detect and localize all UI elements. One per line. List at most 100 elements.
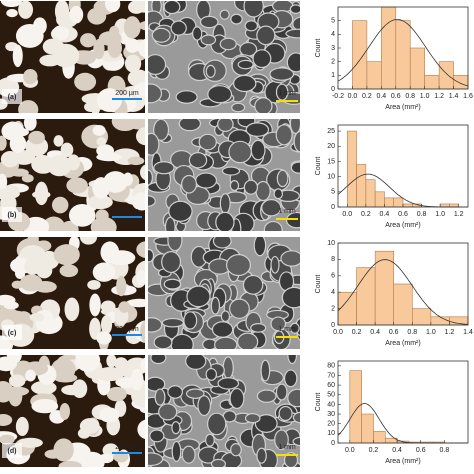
y-tick-label: 8 bbox=[331, 256, 335, 263]
cell bbox=[87, 7, 107, 25]
x-tick-label: 0.2 bbox=[361, 211, 371, 218]
pore bbox=[170, 333, 194, 349]
cell bbox=[52, 43, 80, 68]
bar bbox=[393, 283, 413, 326]
pore bbox=[278, 405, 293, 422]
bar bbox=[411, 308, 432, 326]
pore bbox=[285, 211, 300, 229]
cell bbox=[138, 38, 145, 58]
pore bbox=[283, 369, 298, 388]
cell bbox=[53, 135, 64, 147]
pore bbox=[275, 124, 293, 146]
pore bbox=[232, 74, 257, 93]
pore bbox=[215, 211, 235, 231]
micrograph: 200 µm (a) bbox=[0, 1, 145, 113]
x-tick-label: 0.0 bbox=[348, 93, 358, 100]
pore bbox=[293, 130, 300, 153]
y-tick-label: 3 bbox=[331, 45, 335, 52]
x-tick-label: 0.8 bbox=[407, 329, 417, 336]
pore bbox=[171, 421, 181, 435]
pore bbox=[219, 37, 237, 51]
pore bbox=[148, 132, 160, 156]
pore bbox=[253, 237, 267, 257]
pore bbox=[231, 102, 246, 113]
cell bbox=[135, 127, 145, 146]
x-tick-label: 0.4 bbox=[370, 329, 380, 336]
cell bbox=[29, 312, 45, 322]
pore bbox=[153, 161, 175, 175]
cell bbox=[123, 16, 141, 39]
cell bbox=[68, 204, 96, 227]
pore bbox=[283, 452, 299, 467]
cell bbox=[18, 1, 34, 19]
micrograph: 200 µm (b) bbox=[0, 119, 145, 231]
label-bg bbox=[2, 443, 22, 458]
pore bbox=[250, 323, 267, 333]
cell bbox=[30, 380, 57, 395]
pore bbox=[228, 140, 252, 164]
pore bbox=[200, 34, 217, 46]
y-tick-label: 4 bbox=[331, 289, 335, 296]
y-tick-label: 1 bbox=[331, 72, 335, 79]
cell bbox=[15, 23, 44, 48]
cell bbox=[92, 177, 110, 199]
cell bbox=[58, 460, 82, 467]
pore bbox=[199, 15, 219, 29]
cell bbox=[66, 177, 88, 194]
x-tick-label: 0.6 bbox=[416, 447, 426, 454]
cell bbox=[124, 54, 142, 73]
y-tick-label: 0 bbox=[331, 204, 335, 211]
pore bbox=[273, 188, 284, 200]
y-tick-label: 5 bbox=[331, 18, 335, 25]
cell bbox=[106, 355, 117, 368]
pore bbox=[243, 1, 264, 18]
y-tick-label: 2 bbox=[331, 59, 335, 66]
cell bbox=[140, 357, 145, 373]
cell bbox=[98, 407, 120, 423]
y-tick-label: 0 bbox=[331, 440, 335, 447]
label-bg bbox=[2, 325, 22, 340]
x-tick-label: 0.0 bbox=[333, 329, 343, 336]
pore bbox=[219, 193, 231, 214]
cell bbox=[60, 142, 74, 158]
cell bbox=[84, 101, 98, 112]
pore bbox=[148, 54, 167, 76]
pore bbox=[225, 254, 251, 277]
cell bbox=[127, 156, 145, 166]
cell bbox=[31, 398, 59, 414]
cell bbox=[24, 258, 41, 275]
pore bbox=[269, 67, 295, 81]
scale-label: 1 mm bbox=[278, 444, 296, 451]
pore bbox=[188, 152, 208, 169]
scale-label: 1 mm bbox=[278, 90, 296, 97]
pore bbox=[161, 317, 184, 328]
cell bbox=[69, 5, 84, 24]
cell bbox=[87, 195, 113, 210]
y-axis-label: Count bbox=[315, 275, 322, 294]
x-axis-label: Area (mm²) bbox=[385, 458, 420, 465]
pore bbox=[270, 316, 287, 332]
bar bbox=[393, 197, 404, 208]
cell bbox=[96, 366, 124, 382]
pore bbox=[211, 321, 234, 338]
pore bbox=[270, 255, 280, 274]
cell bbox=[96, 137, 107, 146]
y-tick-label: 4 bbox=[331, 31, 335, 38]
cell bbox=[59, 264, 79, 278]
x-tick-label: -0.2 bbox=[332, 93, 344, 100]
cell bbox=[53, 244, 80, 266]
pore bbox=[148, 83, 163, 104]
cell bbox=[28, 130, 45, 145]
pore bbox=[168, 200, 193, 222]
pore bbox=[287, 388, 300, 408]
pore bbox=[154, 388, 166, 406]
x-axis-label: Area (mm²) bbox=[385, 104, 420, 111]
cell bbox=[6, 9, 18, 18]
cell bbox=[0, 188, 20, 200]
cell bbox=[127, 69, 145, 87]
cell bbox=[96, 88, 122, 112]
cell bbox=[136, 269, 145, 286]
pore bbox=[244, 20, 259, 32]
scale-label: 200 µm bbox=[115, 90, 139, 97]
pore bbox=[158, 403, 178, 421]
